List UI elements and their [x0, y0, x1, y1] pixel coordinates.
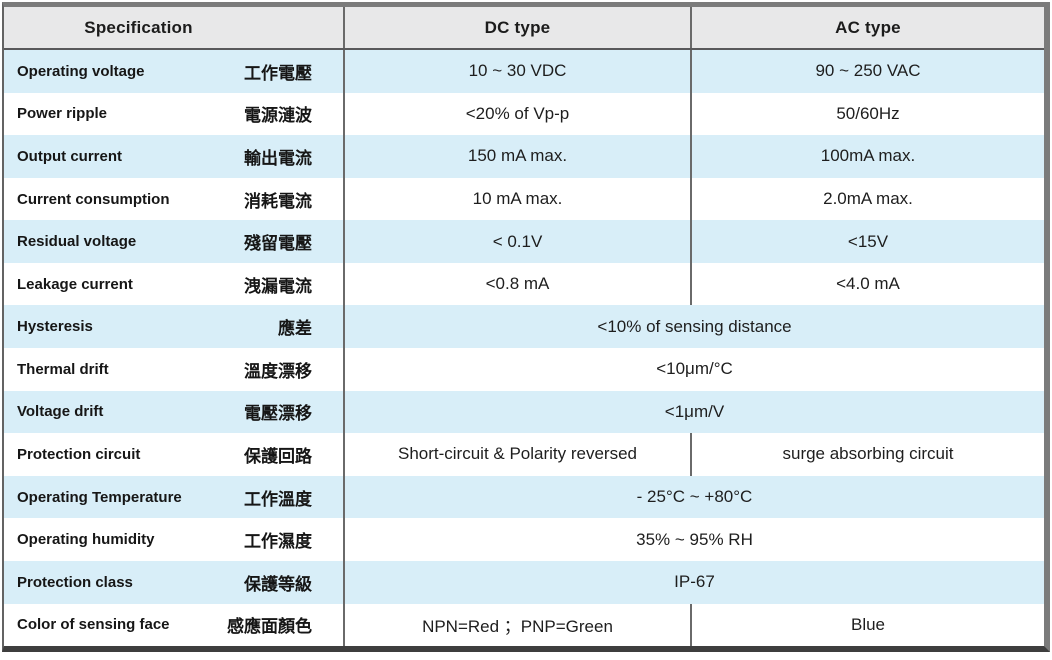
spec-label-chinese: 洩漏電流 [244, 276, 312, 296]
dc-value-cell: Short-circuit & Polarity reversed [345, 433, 692, 476]
table-row: Output current 輸出電流 150 mA max. 100mA max. [4, 135, 1044, 178]
dc-value-cell: < 0.1V [345, 220, 692, 263]
ac-value-cell: <4.0 mA [836, 274, 900, 294]
table-row: Color of sensing face 感應面顏色 NPN=Red ；PNP=G… [4, 603, 1044, 646]
spec-label-cell: Operating voltage 工作電壓 [4, 50, 345, 93]
spec-label-chinese: 保護等級 [244, 574, 312, 594]
ac-value-cell: <15V [847, 231, 889, 251]
spec-label-cell: Current consumption 消耗電流 [4, 177, 345, 221]
header-cell-specification: Specification [4, 7, 345, 48]
spec-label-chinese: 工作電壓 [244, 63, 312, 83]
spec-label-cell: Voltage drift 電壓漂移 [4, 390, 345, 434]
merged-value-cell: <10% of sensing distance [597, 316, 792, 336]
spec-label-cell: Hysteresis 應差 [4, 305, 345, 349]
table-row: Current consumption 消耗電流 10 mA max. 2.0mA m… [4, 177, 1044, 221]
spec-label-cell: Power ripple 電源漣波 [4, 92, 345, 136]
spec-label-cell: Leakage current 洩漏電流 [4, 262, 345, 306]
table-row: Operating voltage 工作電壓 10 ~ 30 VDC 90 ~ 250… [4, 50, 1044, 93]
spec-label-chinese: 工作溫度 [244, 489, 312, 509]
ac-value-cell: 100mA max. [820, 146, 916, 166]
spec-label-english: Protection class [17, 573, 133, 591]
spec-label-cell: Color of sensing face 感應面顏色 [4, 603, 345, 646]
spec-label-english: Power ripple [17, 105, 108, 123]
ac-value-cell: 2.0mA max. [823, 189, 913, 209]
table-row: Voltage drift 電壓漂移 <1μm/V [4, 390, 1044, 434]
spec-label-chinese: 電壓漂移 [244, 404, 312, 424]
spec-label-cell: Protection class 保護等級 [4, 560, 345, 604]
spec-label-chinese: 輸出電流 [244, 148, 312, 168]
spec-label-chinese: 工作濕度 [244, 532, 312, 552]
spec-label-chinese: 感應面顏色 [227, 617, 312, 637]
spec-label-chinese: 溫度漂移 [244, 361, 312, 381]
spec-label-chinese: 消耗電流 [244, 191, 312, 211]
spec-label-english: Operating Temperature [17, 488, 182, 506]
spec-label-english: Voltage drift [17, 403, 104, 421]
spec-label-cell: Operating humidity 工作濕度 [4, 518, 345, 561]
table-row: Hysteresis 應差 <10% of sensing distance [4, 305, 1044, 349]
table-row: Power ripple 電源漣波 <20% of Vp-p 50/60Hz [4, 92, 1044, 136]
table-row: Operating Temperature 工作溫度 - 25°C ~ +80°C [4, 475, 1044, 519]
dc-value-cell: <20% of Vp-p [345, 92, 692, 136]
table-row: Thermal drift 溫度漂移 <10μm/°C [4, 348, 1044, 391]
ac-value-cell: Blue [850, 614, 886, 634]
dc-value-cell: 10 ~ 30 VDC [345, 50, 692, 93]
header-cell-dc-type: DC type [345, 7, 692, 48]
spec-label-chinese: 電源漣波 [244, 106, 312, 126]
spec-label-chinese: 保護回路 [244, 446, 312, 466]
spec-label-cell: Protection circuit 保護回路 [4, 433, 345, 476]
ac-value-cell: surge absorbing circuit [782, 444, 954, 464]
table-row: Protection circuit 保護回路 Short-circuit & Po… [4, 433, 1044, 476]
table-body: Operating voltage 工作電壓 10 ~ 30 VDC 90 ~ 250… [4, 50, 1044, 646]
table-row: Residual voltage 殘留電壓 < 0.1V <15V [4, 220, 1044, 263]
merged-value-cell: <10μm/°C [656, 359, 733, 379]
dc-value-cell: 150 mA max. [345, 135, 692, 178]
ac-value-cell: 90 ~ 250 VAC [815, 61, 921, 81]
spec-label-english: Protection circuit [17, 445, 141, 463]
dc-value-cell: <0.8 mA [345, 262, 692, 306]
merged-value-cell: - 25°C ~ +80°C [636, 487, 753, 507]
spec-label-cell: Thermal drift 溫度漂移 [4, 348, 345, 391]
dc-value-cell: 10 mA max. [345, 177, 692, 221]
spec-label-english: Leakage current [17, 275, 133, 293]
merged-value-cell: IP-67 [674, 572, 715, 592]
spec-label-cell: Output current 輸出電流 [4, 135, 345, 178]
spec-label-chinese: 殘留電壓 [244, 234, 312, 254]
spec-label-english: Color of sensing face [17, 616, 170, 634]
ac-value-cell: 50/60Hz [836, 103, 900, 123]
spec-label-cell: Residual voltage 殘留電壓 [4, 220, 345, 263]
spec-label-chinese: 應差 [278, 319, 312, 339]
spec-label-english: Hysteresis [17, 318, 93, 336]
merged-value-cell: 35% ~ 95% RH [636, 529, 753, 549]
spec-label-english: Current consumption [17, 190, 170, 208]
header-cell-ac-type: AC type [835, 17, 901, 37]
spec-label-english: Thermal drift [17, 360, 109, 378]
spec-label-english: Operating humidity [17, 531, 155, 549]
table-row: Operating humidity 工作濕度 35% ~ 95% RH [4, 518, 1044, 561]
table-header-row: Specification DC type AC type [4, 7, 1044, 50]
spec-label-english: Operating voltage [17, 62, 145, 80]
table-row: Protection class 保護等級 IP-67 [4, 560, 1044, 604]
spec-label-english: Output current [17, 147, 122, 165]
spec-label-cell: Operating Temperature 工作溫度 [4, 475, 345, 519]
spec-label-english: Residual voltage [17, 233, 137, 251]
table-row: Leakage current 洩漏電流 <0.8 mA <4.0 mA [4, 262, 1044, 306]
merged-value-cell: <1μm/V [664, 401, 725, 421]
dc-value-cell: NPN=Red ；PNP=Green [345, 603, 692, 646]
